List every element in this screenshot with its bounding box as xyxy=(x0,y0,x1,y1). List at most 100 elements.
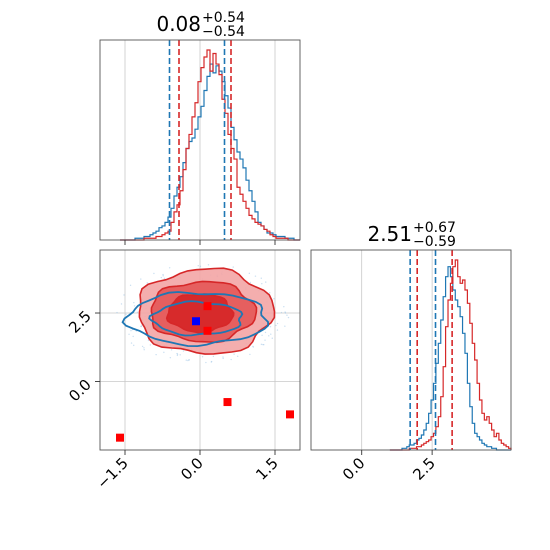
joint-sample-point xyxy=(287,316,290,319)
joint-sample-point xyxy=(120,303,123,305)
y-hist-tick-label-0: 0.0 xyxy=(339,454,369,484)
joint-sample-point xyxy=(207,264,210,266)
joint-sample-point xyxy=(182,350,185,352)
joint-sample-point xyxy=(249,353,251,356)
joint-blue-marker-0 xyxy=(192,317,200,326)
joint-sample-point xyxy=(162,273,164,276)
x-hist-red-histogram xyxy=(120,49,300,241)
joint-sample-point xyxy=(133,305,136,307)
joint-sample-point xyxy=(185,359,187,361)
joint-sample-point xyxy=(280,311,283,314)
joint-sample-point xyxy=(210,361,212,363)
joint-sample-point xyxy=(176,353,179,355)
joint-sample-point xyxy=(163,351,165,354)
joint-sample-point xyxy=(162,275,164,277)
joint-sample-point xyxy=(132,335,134,338)
joint-sample-point xyxy=(284,311,286,313)
joint-sample-point xyxy=(284,325,286,327)
joint-sample-point xyxy=(268,335,270,337)
joint-sample-point xyxy=(199,265,202,268)
y-histogram-title-upper: +0.67 xyxy=(413,220,456,236)
y-hist-frame xyxy=(310,249,512,451)
x-histogram-title-lower: −0.54 xyxy=(202,24,245,40)
joint-x-tick-label-1: 0.0 xyxy=(177,454,207,484)
joint-sample-point xyxy=(233,353,235,355)
joint-y-tick-label-1: 2.5 xyxy=(65,307,95,337)
joint-sample-point xyxy=(133,301,135,304)
joint-sample-point xyxy=(187,359,189,362)
joint-sample-point xyxy=(168,267,171,269)
joint-sample-point xyxy=(179,354,181,356)
joint-sample-point xyxy=(153,272,155,275)
joint-sample-point xyxy=(248,272,251,275)
x-histogram-panel: 0.08 +0.54 −0.54 xyxy=(99,10,301,245)
joint-plot-area xyxy=(100,250,300,450)
x-histogram-title-upper: +0.54 xyxy=(202,10,245,26)
joint-sample-point xyxy=(276,329,279,331)
joint-sample-point xyxy=(133,344,135,347)
y-hist-red-histogram xyxy=(389,259,512,451)
joint-sample-point xyxy=(270,333,272,335)
joint-red-marker-1 xyxy=(203,326,212,335)
joint-sample-point xyxy=(140,325,142,328)
joint-sample-point xyxy=(140,278,142,280)
joint-sample-point xyxy=(264,331,267,334)
joint-sample-point xyxy=(283,306,285,308)
joint-sample-point xyxy=(129,284,132,287)
joint-red-marker-0 xyxy=(203,302,212,311)
joint-blue-contour-1 xyxy=(148,300,244,337)
joint-sample-point xyxy=(130,342,133,344)
joint-sample-point xyxy=(265,281,267,283)
joint-sample-point xyxy=(169,357,172,359)
joint-sample-point xyxy=(260,277,262,279)
joint-sample-point xyxy=(143,347,145,349)
joint-sample-point xyxy=(149,344,152,346)
joint-sample-point xyxy=(252,346,255,348)
joint-sample-point xyxy=(222,357,224,360)
x-hist-blue-histogram xyxy=(120,63,300,241)
joint-blue-contour-0 xyxy=(121,291,270,348)
joint-sample-point xyxy=(201,356,204,358)
joint-sample-point xyxy=(136,311,139,314)
joint-sample-point xyxy=(254,275,257,277)
joint-sample-point xyxy=(170,349,173,351)
joint-sample-point xyxy=(160,276,163,279)
joint-sample-point xyxy=(197,264,199,267)
joint-sample-point xyxy=(260,343,263,346)
joint-sample-point xyxy=(125,313,127,316)
joint-sample-point xyxy=(263,344,265,346)
x-histogram-title-value: 0.08 xyxy=(156,12,201,36)
joint-sample-point xyxy=(155,353,157,356)
joint-sample-point xyxy=(269,326,272,328)
joint-sample-point xyxy=(232,266,234,268)
joint-sample-point xyxy=(163,277,166,279)
joint-y-tick-label-0: 0.0 xyxy=(65,376,95,406)
joint-x-tick-label-0: −1.5 xyxy=(93,454,131,492)
joint-sample-point xyxy=(276,322,279,325)
joint-sample-point xyxy=(116,311,118,314)
y-histogram-panel: 2.51 +0.67 −0.59 0.0 2.5 xyxy=(310,220,512,484)
joint-sample-point xyxy=(222,356,224,358)
joint-sample-point xyxy=(141,345,144,348)
joint-sample-point xyxy=(249,281,252,284)
joint-sample-point xyxy=(230,358,232,361)
joint-sample-point xyxy=(271,337,273,339)
joint-sample-point xyxy=(128,333,130,335)
joint-sample-point xyxy=(212,355,215,358)
joint-scatter-panel: −1.5 0.0 1.5 0.0 2.5 xyxy=(65,249,301,493)
joint-sample-point xyxy=(269,292,271,294)
joint-sample-point xyxy=(205,361,207,364)
joint-sample-point xyxy=(176,354,179,357)
joint-x-tick-label-2: 1.5 xyxy=(252,454,282,484)
joint-sample-point xyxy=(147,339,150,342)
joint-sample-point xyxy=(188,359,190,361)
y-hist-tick-label-1: 2.5 xyxy=(409,454,439,484)
joint-sample-point xyxy=(123,294,125,296)
joint-sample-point xyxy=(146,282,148,284)
joint-sample-point xyxy=(261,282,263,285)
y-histogram-title-value: 2.51 xyxy=(367,222,412,246)
joint-sample-point xyxy=(236,355,239,357)
joint-sample-point xyxy=(143,349,145,351)
joint-red-marker-4 xyxy=(116,433,124,442)
